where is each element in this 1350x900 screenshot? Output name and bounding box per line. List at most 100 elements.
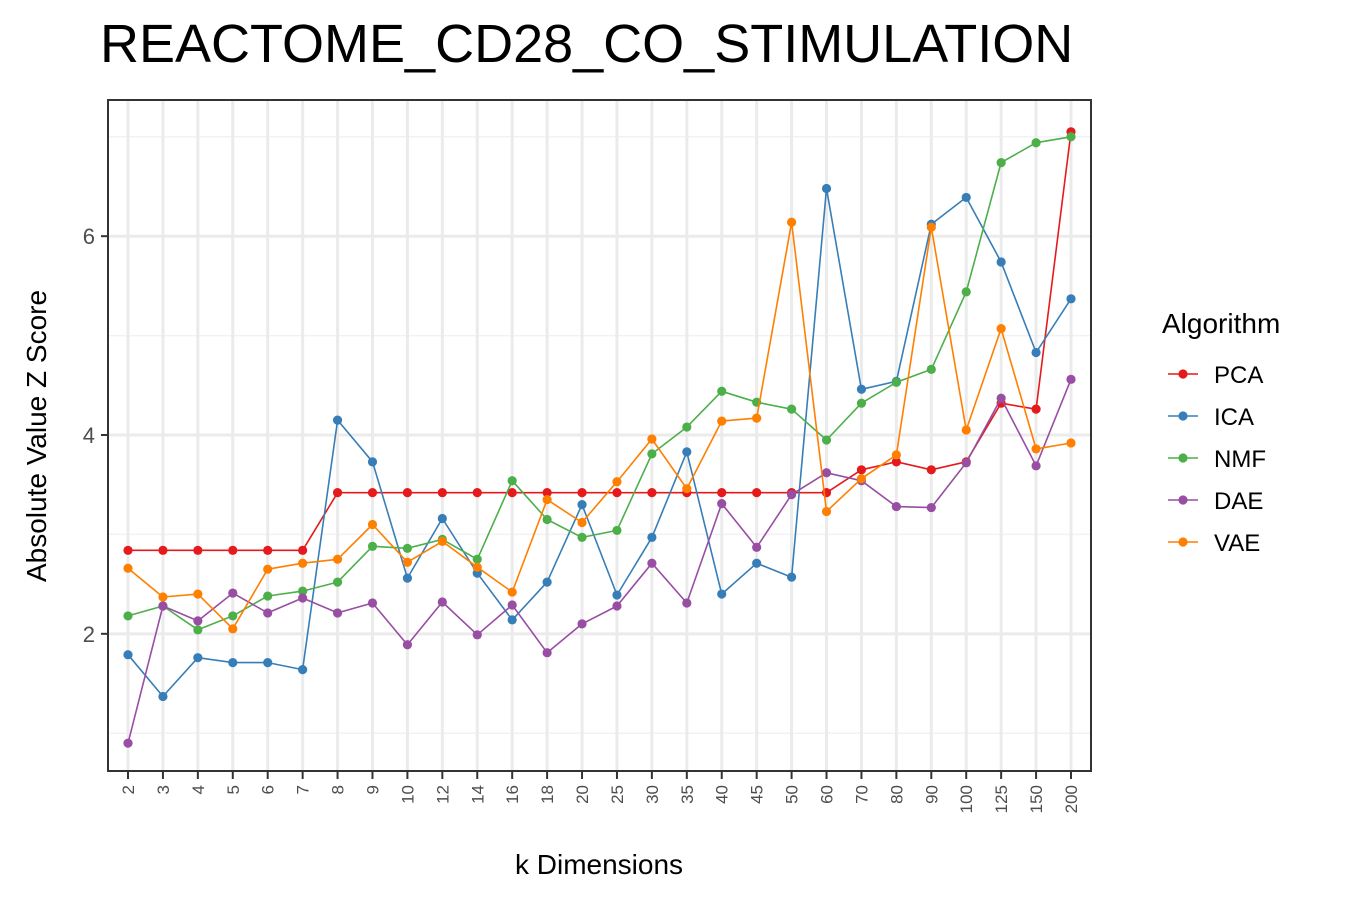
data-point	[577, 619, 587, 629]
legend-key-point	[1178, 369, 1188, 379]
data-point	[123, 563, 133, 573]
data-point	[996, 257, 1006, 267]
data-point	[228, 545, 238, 555]
data-point	[437, 488, 447, 498]
data-point	[193, 545, 203, 555]
legend-label: VAE	[1214, 530, 1260, 557]
legend-label: NMF	[1214, 446, 1266, 473]
data-point	[647, 532, 657, 542]
x-tick-label: 200	[1062, 785, 1081, 813]
data-point	[437, 513, 447, 524]
data-point	[821, 468, 832, 478]
x-tick-label: 6	[259, 785, 278, 794]
x-tick-label: 90	[922, 785, 941, 804]
x-tick-label: 125	[992, 785, 1011, 813]
data-point	[298, 586, 308, 596]
data-point	[193, 616, 203, 626]
x-tick-label: 10	[398, 785, 417, 804]
data-point	[717, 386, 727, 396]
chart-title: REACTOME_CD28_CO_STIMULATION	[100, 14, 1073, 74]
x-tick-label: 25	[608, 785, 627, 804]
legend-item-pca: PCA	[1168, 362, 1263, 389]
x-tick-label: 60	[818, 785, 837, 804]
data-point	[123, 611, 133, 621]
data-point	[263, 545, 273, 555]
x-tick-label: 3	[154, 785, 173, 794]
data-point	[682, 447, 692, 457]
series-group	[123, 127, 1076, 748]
y-axis-title: Absolute Value Z Score	[21, 290, 52, 582]
y-tick-label: 2	[83, 622, 95, 647]
data-point	[542, 577, 552, 587]
data-point	[542, 495, 552, 505]
series-line	[128, 131, 1072, 552]
data-point	[332, 554, 343, 564]
x-tick-label: 16	[503, 785, 522, 804]
x-tick-label: 9	[363, 785, 382, 794]
data-point	[332, 488, 343, 498]
legend-title: Algorithm	[1162, 308, 1280, 339]
data-point	[228, 611, 238, 621]
data-point	[507, 615, 517, 625]
data-point	[123, 650, 133, 660]
series-line	[127, 379, 1072, 744]
data-point	[682, 422, 692, 432]
data-point	[332, 415, 343, 425]
data-point	[507, 488, 517, 498]
data-point	[961, 458, 971, 468]
legend-label: DAE	[1214, 488, 1263, 515]
data-point	[717, 488, 727, 498]
legend-label: PCA	[1214, 362, 1263, 389]
data-point	[961, 425, 971, 435]
data-point	[856, 474, 867, 484]
data-point	[507, 476, 517, 486]
data-point	[891, 450, 901, 460]
data-point	[228, 588, 238, 598]
data-point	[577, 532, 587, 542]
legend-item-dae: DAE	[1168, 488, 1263, 515]
data-point	[228, 624, 238, 634]
data-point	[717, 589, 727, 599]
data-point	[1031, 138, 1041, 148]
data-point	[752, 542, 762, 552]
data-point	[158, 545, 168, 555]
data-point	[402, 543, 413, 553]
data-point	[402, 640, 413, 650]
data-point	[891, 457, 901, 467]
data-point	[577, 488, 587, 498]
data-point	[367, 519, 378, 530]
series-line	[127, 136, 1072, 631]
legend-label: ICA	[1214, 404, 1254, 431]
x-tick-label: 12	[433, 785, 452, 804]
data-point	[821, 435, 832, 445]
data-point	[1031, 461, 1041, 471]
data-point	[856, 384, 867, 394]
data-point	[158, 592, 168, 602]
data-point	[786, 217, 797, 227]
data-point	[1031, 347, 1041, 358]
x-axis-title: k Dimensions	[515, 849, 683, 880]
x-tick-label: 20	[573, 785, 592, 804]
data-point	[821, 183, 832, 194]
data-point	[402, 488, 413, 498]
x-tick-label: 30	[643, 785, 662, 804]
data-point	[891, 501, 901, 512]
legend-key-point	[1178, 411, 1188, 421]
data-point	[158, 601, 168, 611]
x-tick-label: 14	[468, 785, 487, 804]
data-point	[298, 593, 308, 603]
x-tick-label: 50	[783, 785, 802, 804]
data-point	[542, 514, 552, 525]
x-tick-label: 7	[294, 785, 313, 794]
data-point	[298, 665, 308, 675]
data-point	[542, 488, 552, 498]
data-point	[647, 558, 657, 568]
data-point	[577, 499, 587, 510]
data-point	[647, 488, 657, 498]
series-line	[127, 221, 1072, 630]
series-ica	[123, 183, 1076, 702]
data-point	[193, 589, 203, 599]
data-point	[263, 564, 273, 574]
data-point	[1031, 404, 1041, 414]
